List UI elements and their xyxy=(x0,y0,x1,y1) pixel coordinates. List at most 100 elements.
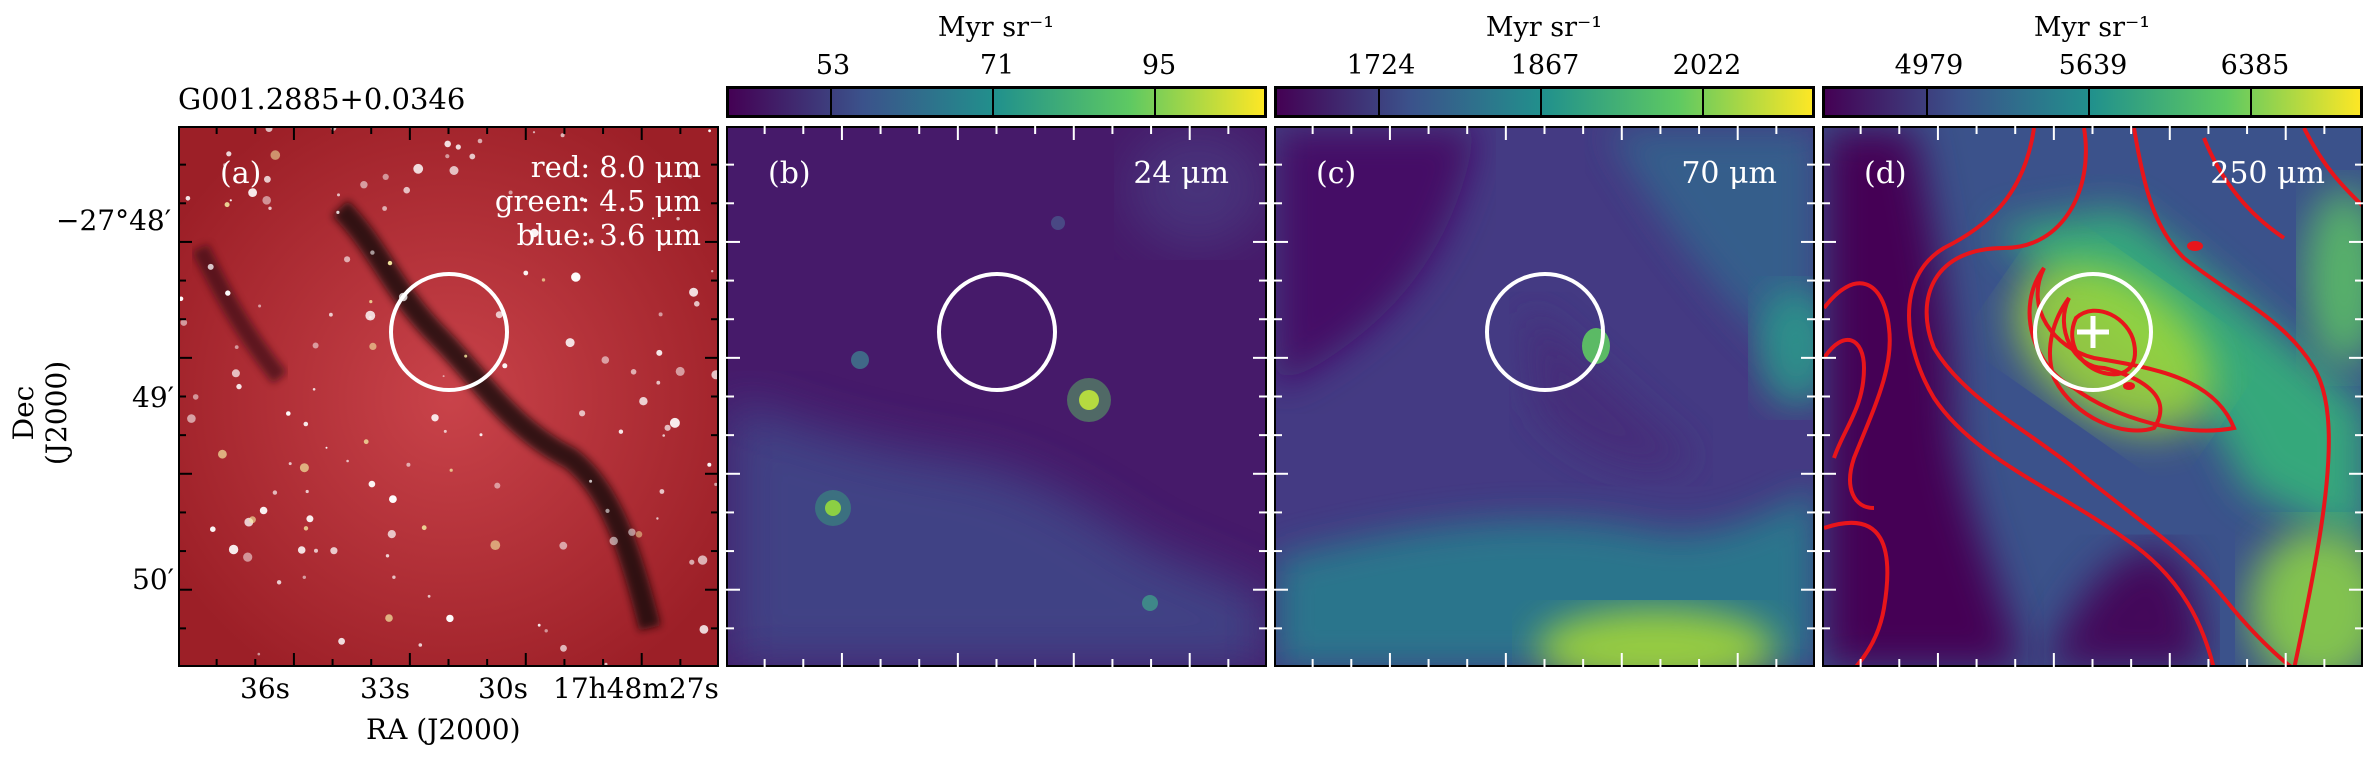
star-point xyxy=(363,439,369,445)
star-point xyxy=(337,193,340,197)
colorbar-b-unit: Myr sr⁻¹ xyxy=(937,12,1055,43)
star-point xyxy=(231,369,240,378)
star-point xyxy=(344,256,351,263)
ra-tick-36s: 36s xyxy=(240,672,290,705)
star-point xyxy=(306,515,314,523)
legend-red: red: 8.0 μm xyxy=(530,150,701,184)
star-point xyxy=(464,354,468,358)
star-point xyxy=(330,547,338,555)
star-point xyxy=(314,548,318,553)
x-axis-label: RA (J2000) xyxy=(366,713,521,746)
panel-d-label: (d) xyxy=(1864,156,1907,191)
star-point xyxy=(711,270,714,273)
star-point xyxy=(532,131,536,134)
star-point xyxy=(502,363,508,369)
star-point xyxy=(560,133,565,138)
star-point xyxy=(604,662,608,665)
ra-tick-30s: 30s xyxy=(478,672,528,705)
star-point xyxy=(329,312,333,317)
star-point xyxy=(207,263,214,270)
star-point xyxy=(664,424,671,431)
panel-c-band: 70 μm xyxy=(1681,156,1777,191)
star-point xyxy=(687,173,693,179)
star-point xyxy=(305,489,309,494)
star-point xyxy=(249,516,256,524)
colorbar-c-tick-2: 2022 xyxy=(1672,50,1742,81)
star-point xyxy=(262,196,271,205)
panel-c-70um-image: (c) 70 μm xyxy=(1274,126,1815,667)
star-point xyxy=(477,138,483,144)
source-name: G001.2885+0.0346 xyxy=(178,82,466,116)
star-point xyxy=(236,383,242,390)
star-point xyxy=(675,366,685,376)
star-point xyxy=(192,394,199,400)
star-point xyxy=(659,489,665,494)
star-point xyxy=(288,462,292,466)
star-point xyxy=(365,310,376,321)
star-point xyxy=(257,652,261,656)
star-point xyxy=(338,637,345,645)
colorbar-b-tick-2: 95 xyxy=(1141,50,1177,81)
star-point xyxy=(243,552,253,562)
star-point xyxy=(449,468,453,472)
star-point xyxy=(469,153,476,160)
star-point xyxy=(635,531,643,538)
panel-d-image xyxy=(1824,128,2361,665)
star-point xyxy=(579,410,586,417)
star-point xyxy=(658,312,663,317)
star-point xyxy=(385,554,390,558)
star-point xyxy=(588,238,594,244)
star-point xyxy=(427,594,431,598)
star-point xyxy=(389,495,397,503)
star-point xyxy=(508,190,513,195)
star-point xyxy=(579,197,585,202)
star-point xyxy=(442,375,445,378)
star-point xyxy=(270,150,281,160)
star-point xyxy=(336,210,340,214)
dec-tick-49: 49′ xyxy=(132,381,174,414)
star-point xyxy=(669,417,680,428)
star-point xyxy=(601,356,610,364)
star-point xyxy=(218,449,227,459)
star-point xyxy=(312,342,319,349)
star-point xyxy=(697,555,708,565)
star-point xyxy=(455,144,461,150)
star-point xyxy=(276,580,282,585)
star-point xyxy=(382,173,389,180)
star-point xyxy=(628,528,636,536)
star-point xyxy=(445,154,450,159)
star-point xyxy=(689,559,695,565)
star-point xyxy=(210,526,216,532)
colorbar-b-tick-0: 53 xyxy=(815,50,851,81)
star-point xyxy=(382,206,387,211)
panel-a-image xyxy=(180,128,717,665)
legend-green: green: 4.5 μm xyxy=(494,184,701,218)
star-point xyxy=(571,272,581,282)
star-point xyxy=(369,300,373,304)
star-point xyxy=(694,301,700,307)
star-point xyxy=(303,421,309,427)
panel-a-label: (a) xyxy=(220,156,262,191)
star-point xyxy=(387,530,396,539)
star-point xyxy=(494,482,501,489)
star-point xyxy=(589,479,593,483)
star-point xyxy=(265,128,273,132)
star-point xyxy=(708,129,711,133)
star-point xyxy=(444,140,452,148)
star-point xyxy=(224,202,230,208)
star-point xyxy=(368,480,376,488)
star-point xyxy=(714,482,717,486)
star-point xyxy=(406,462,411,467)
star-point xyxy=(180,319,188,326)
star-point xyxy=(268,206,272,210)
star-point xyxy=(530,228,539,238)
panel-b-image xyxy=(728,128,1265,665)
star-point xyxy=(421,525,427,531)
star-point xyxy=(180,296,184,302)
colorbar-b xyxy=(726,86,1267,118)
star-point xyxy=(248,188,257,197)
dec-tick-48: −27°48′ xyxy=(56,204,172,237)
star-point xyxy=(403,186,410,194)
star-point xyxy=(312,388,316,391)
star-point xyxy=(711,370,717,380)
